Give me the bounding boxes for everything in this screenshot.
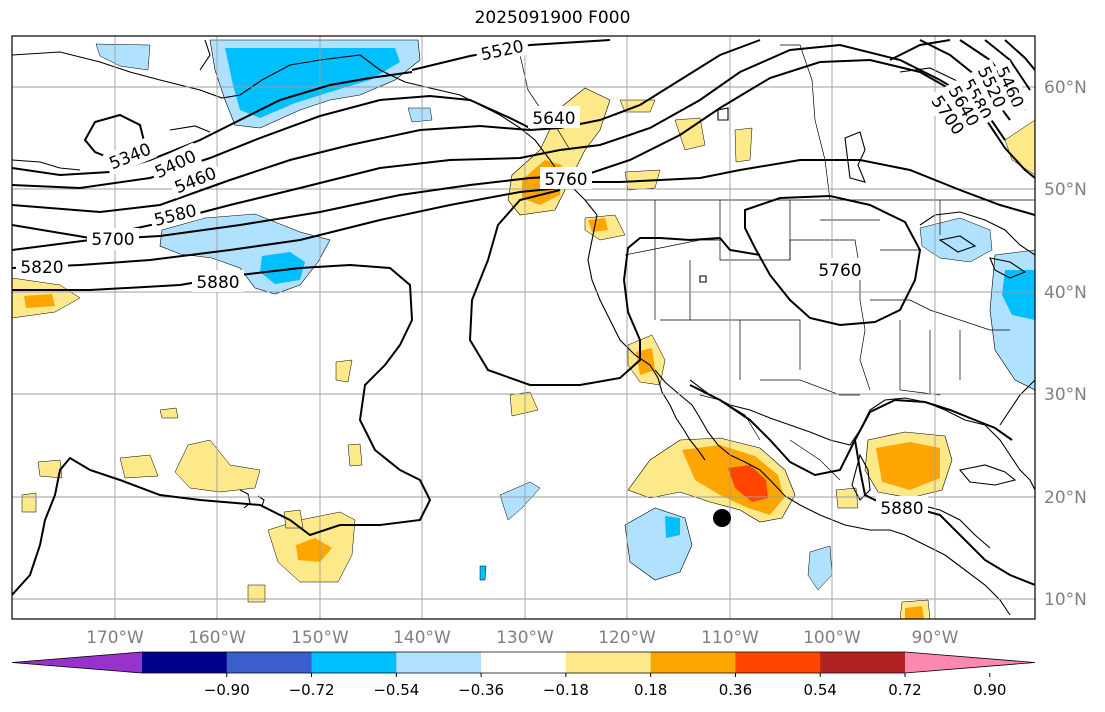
height-label: 5700 [91,230,134,250]
colorbar-extend-high [905,652,1035,673]
colorbar-tick-label: 0.72 [888,681,921,699]
latitude-axis: 60°N 50°N 40°N 30°N 20°N 10°N [1044,78,1087,610]
lat-label: 20°N [1044,488,1087,508]
colorbar-tick-label: −0.72 [289,681,335,699]
colorbar-ticks: −0.90 −0.72 −0.54 −0.36 −0.18 0.18 0.36 0.54 0.7… [204,673,1006,699]
height-label: 5880 [196,273,239,293]
colorbar-tick-label: −0.90 [204,681,250,699]
lon-label: 160°W [188,628,246,648]
map-title: 2025091900 F000 [474,8,631,28]
colorbar-segment [735,652,821,673]
height-label: 5820 [20,258,63,278]
coastlines [12,39,1035,616]
colorbar-segment [820,652,906,673]
contour-5760 [744,194,922,327]
colorbar-tick-label: −0.54 [373,681,419,699]
colorbar-tick-label: 0.54 [804,681,837,699]
political-borders [519,44,1035,481]
lat-label: 50°N [1044,180,1087,200]
lon-label: 100°W [803,628,861,648]
colorbar-tick-label: −0.18 [543,681,589,699]
colorbar-segment [142,652,228,673]
storm-center-marker [713,509,731,527]
colorbar-tick-label: −0.36 [458,681,504,699]
height-label: 5760 [544,170,587,190]
lat-label: 10°N [1044,590,1087,610]
height-contours [12,39,1035,596]
lon-label: 130°W [496,628,554,648]
height-contour-labels: 5520 5340 5400 5460 5580 5640 5700 5760 … [16,36,1032,519]
lat-lon-grid [12,36,1035,619]
map-background [12,36,1035,619]
shading-positive [12,87,1035,619]
colorbar-segments [11,651,1036,674]
colorbar: −0.90 −0.72 −0.54 −0.36 −0.18 0.18 0.36 0.54 0.7… [11,651,1036,699]
height-label: 5760 [818,261,861,281]
colorbar-tick-label: 0.36 [719,681,752,699]
colorbar-segment [226,652,313,673]
colorbar-segment [481,652,567,673]
map-content: 5520 5340 5400 5460 5580 5640 5700 5760 … [12,36,1035,619]
colorbar-tick-label: 0.18 [634,681,667,699]
lat-label: 60°N [1044,78,1087,98]
lon-label: 170°W [86,628,144,648]
longitude-axis: 170°W 160°W 150°W 140°W 130°W 120°W 110°… [86,628,959,648]
lon-label: 140°W [393,628,451,648]
colorbar-extend-low [12,652,142,673]
map-border [11,35,1036,620]
colorbar-segment [396,652,482,673]
lon-label: 90°W [912,628,959,648]
height-label: 5880 [880,499,923,519]
lon-label: 120°W [598,628,656,648]
lon-label: 110°W [701,628,759,648]
colorbar-segment [650,652,736,673]
colorbar-segment [311,652,397,673]
colorbar-outline [11,651,1036,674]
colorbar-segment [565,652,652,673]
lon-label: 150°W [291,628,349,648]
colorbar-tick-label: 0.90 [973,681,1006,699]
height-label: 5640 [532,109,575,129]
lat-label: 40°N [1044,283,1087,303]
lat-label: 30°N [1044,385,1087,405]
